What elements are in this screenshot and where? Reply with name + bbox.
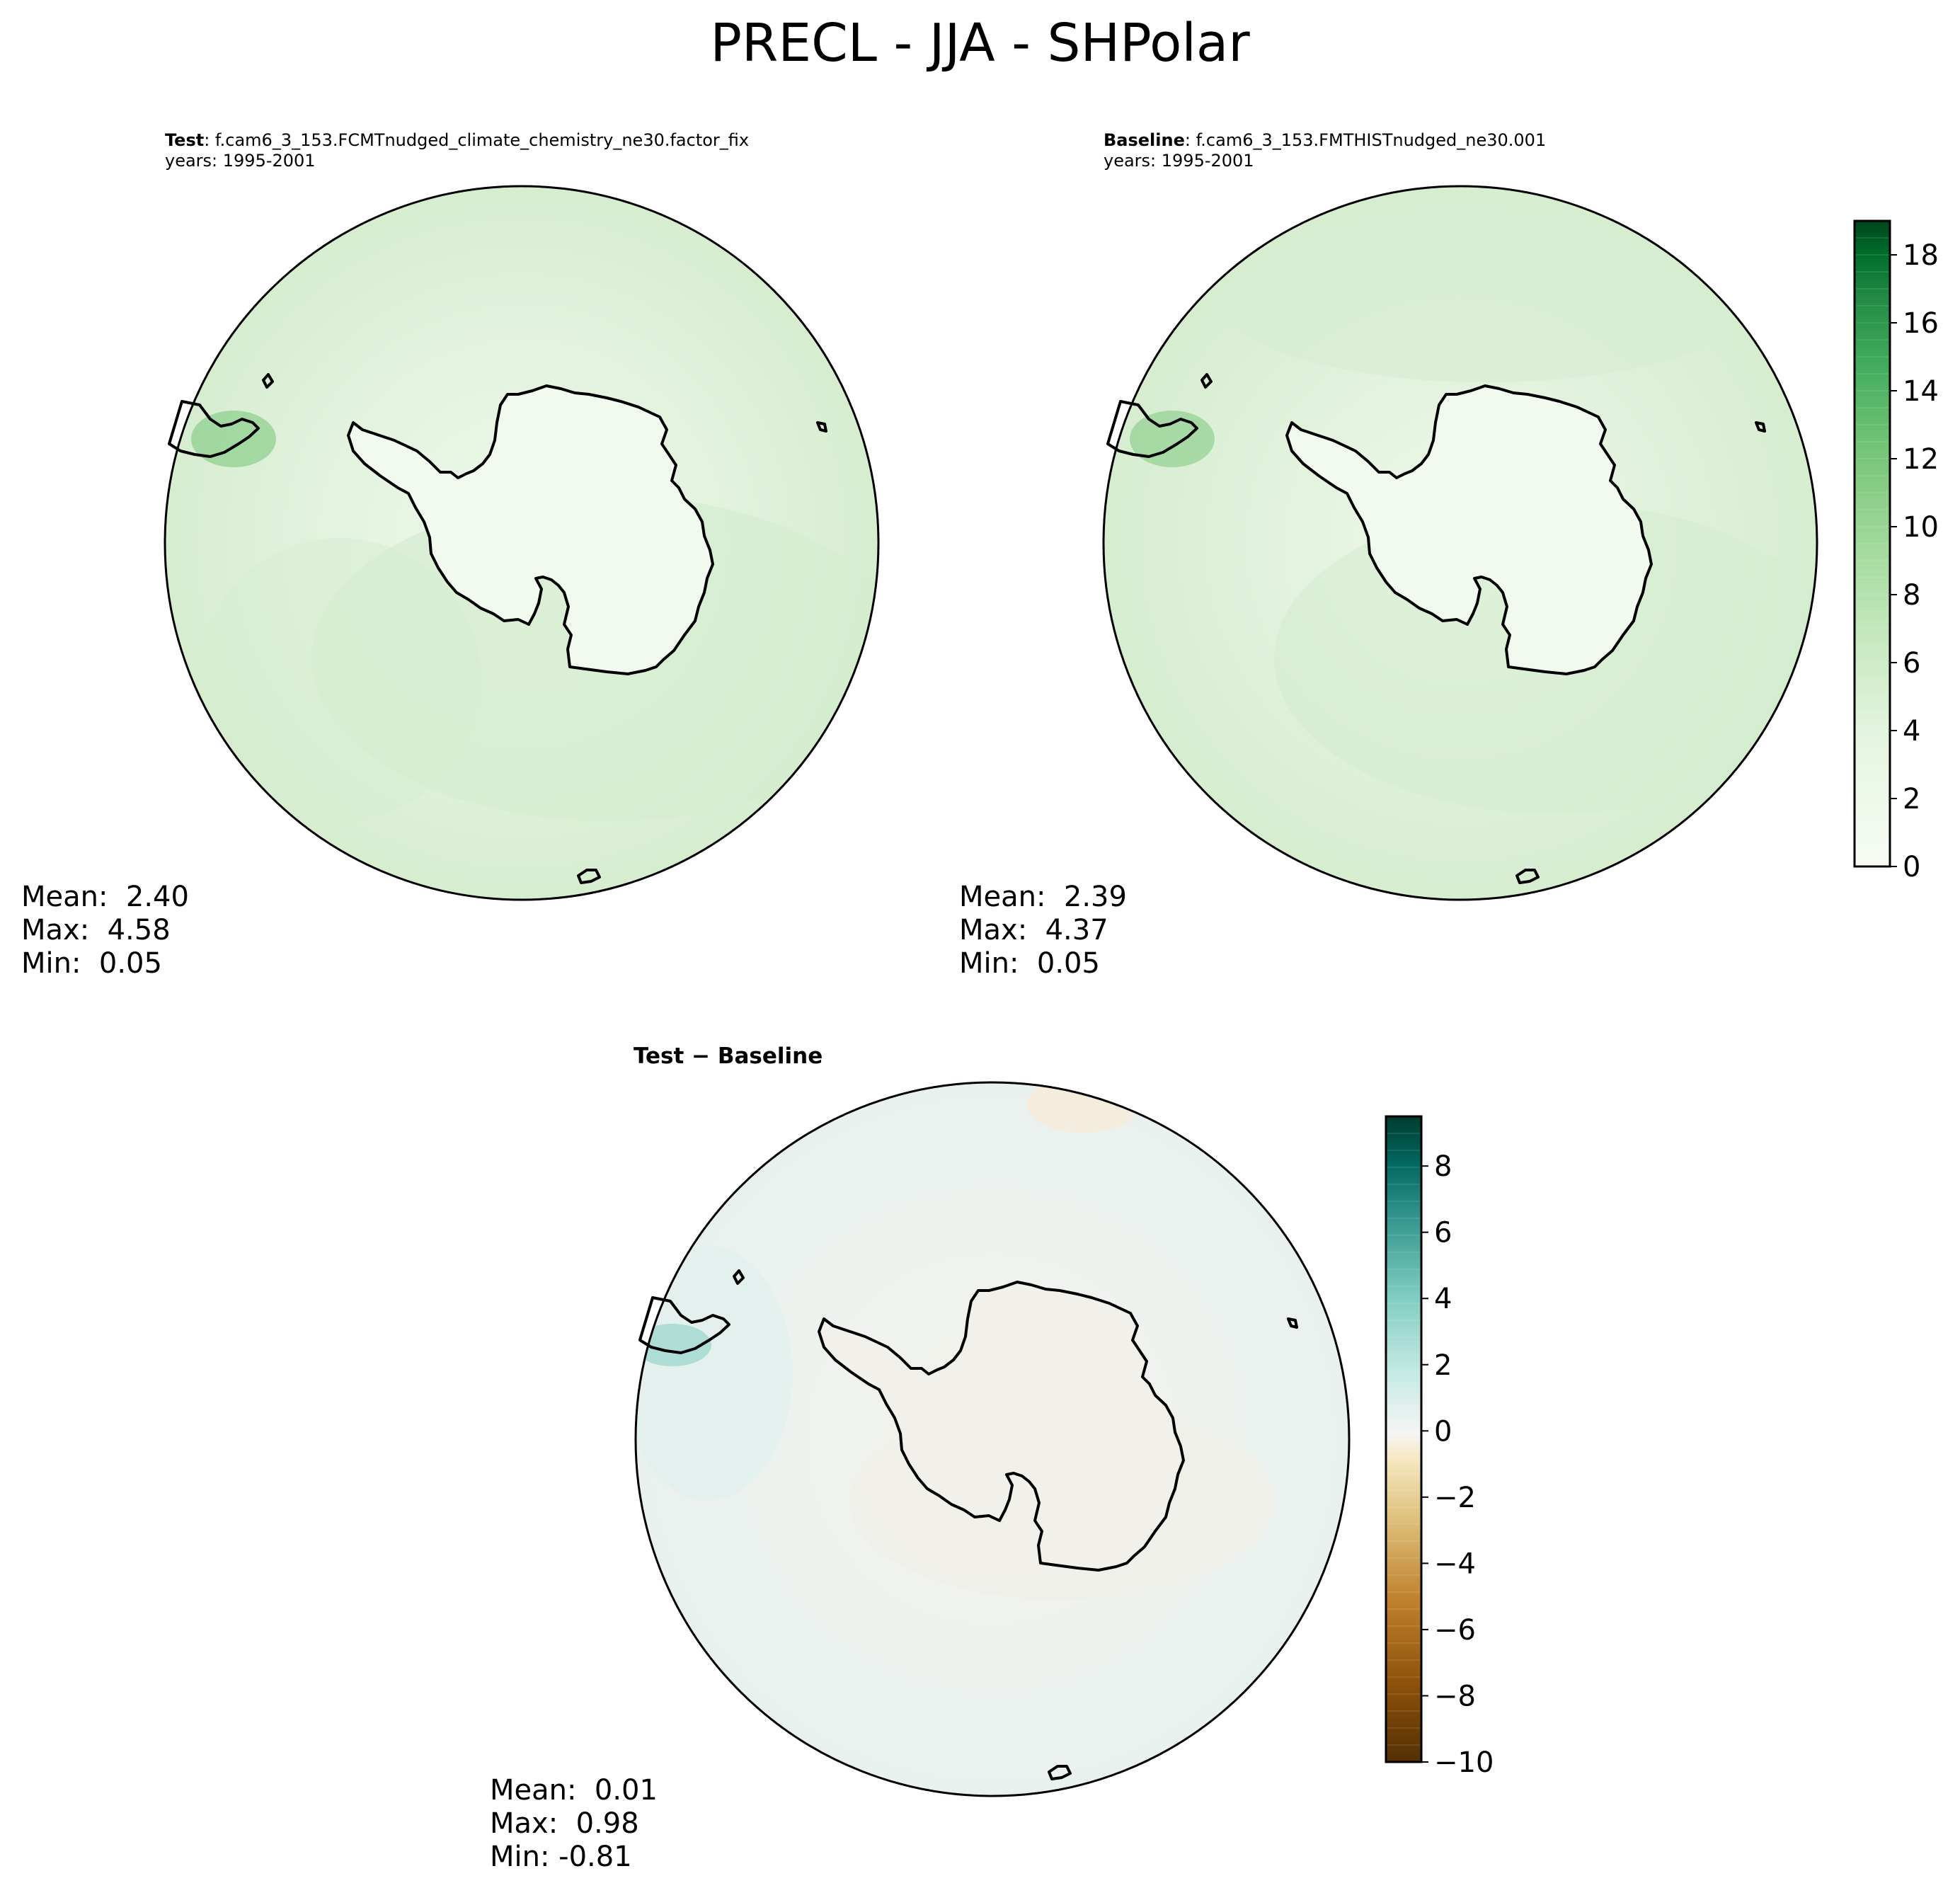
baseline-max: Max: 4.37: [959, 914, 1108, 946]
test-panel-label: Test: f.cam6_3_153.FCMTnudged_climate_ch…: [165, 130, 749, 171]
diff-colorbar-tick-label: 8: [1434, 1150, 1452, 1183]
baseline-min: Min: 0.05: [959, 947, 1100, 980]
diff-stats: Mean: 0.01 Max: 0.98 Min: -0.81: [490, 1774, 658, 1874]
test-min: Min: 0.05: [21, 947, 162, 980]
diff-colorbar-ticks: −10 −8 −6 −4 −2 0 2 4 6 8: [1421, 1150, 1494, 1779]
precip-colorbar-bands: [1855, 237, 1890, 850]
diff-map-boundary: [634, 1081, 1351, 1797]
test-stats: Mean: 2.40 Max: 4.58 Min: 0.05: [21, 881, 189, 980]
test-max: Max: 4.58: [21, 914, 171, 946]
precip-colorbar-tick-label: 6: [1903, 647, 1920, 680]
diff-colorbar-tick-label: −4: [1434, 1547, 1476, 1580]
test-label-bold: Test: [165, 130, 205, 150]
baseline-map: [1102, 185, 1818, 901]
diff-max: Max: 0.98: [490, 1807, 639, 1840]
diff-colorbar-tick-label: −8: [1434, 1680, 1476, 1712]
precip-colorbar: 0 2 4 6 8 10 12 14 16 18: [1853, 219, 1939, 883]
baseline-years: years: 1995-2001: [1104, 151, 1254, 171]
precip-colorbar-tick-label: 4: [1903, 715, 1920, 748]
test-mean: Mean: 2.40: [21, 881, 189, 913]
diff-map: [634, 1081, 1351, 1797]
precip-colorbar-tick-label: 2: [1903, 783, 1920, 816]
precip-colorbar-tick-label: 18: [1903, 239, 1939, 272]
diff-min: Min: -0.81: [490, 1841, 632, 1873]
precip-colorbar-fill: [1855, 221, 1890, 866]
baseline-panel-label: Baseline: f.cam6_3_153.FMTHISTnudged_ne3…: [1104, 130, 1546, 171]
diff-colorbar: −10 −8 −6 −4 −2 0 2 4 6 8: [1385, 1115, 1494, 1779]
diff-colorbar-frame: [1385, 1115, 1423, 1763]
precip-colorbar-tick-label: 12: [1903, 443, 1939, 476]
baseline-mean: Mean: 2.39: [959, 881, 1127, 913]
precip-colorbar-ticks: 0 2 4 6 8 10 12 14 16 18: [1890, 239, 1939, 883]
precip-colorbar-tick-label: 0: [1903, 851, 1920, 883]
precip-colorbar-tick-label: 14: [1903, 375, 1939, 408]
diff-colorbar-tick-label: 2: [1434, 1349, 1452, 1382]
diff-mean: Mean: 0.01: [490, 1774, 658, 1807]
baseline-map-boundary: [1102, 185, 1818, 901]
diff-colorbar-bands: [1386, 1133, 1421, 1746]
diff-colorbar-tick-label: −10: [1434, 1746, 1494, 1779]
precip-colorbar-tick-label: 10: [1903, 511, 1939, 544]
test-map: [164, 185, 880, 901]
precip-colorbar-tick-label: 16: [1903, 307, 1939, 340]
test-years: years: 1995-2001: [165, 151, 316, 171]
figure-title: PRECL - JJA - SHPolar: [710, 13, 1250, 74]
precip-colorbar-tick-label: 8: [1903, 579, 1920, 612]
diff-colorbar-tick-label: 4: [1434, 1283, 1452, 1315]
diff-panel-label: Test − Baseline: [634, 1043, 823, 1069]
baseline-case-name: : f.cam6_3_153.FMTHISTnudged_ne30.001: [1184, 130, 1547, 150]
test-map-boundary: [164, 185, 880, 901]
baseline-label-bold: Baseline: [1104, 130, 1185, 150]
diff-colorbar-tick-label: 0: [1434, 1415, 1452, 1448]
test-case-name: : f.cam6_3_153.FCMTnudged_climate_chemis…: [204, 130, 750, 150]
diff-colorbar-tick-label: 6: [1434, 1217, 1452, 1249]
diff-colorbar-tick-label: −6: [1434, 1614, 1476, 1647]
baseline-stats: Mean: 2.39 Max: 4.37 Min: 0.05: [959, 881, 1127, 980]
diff-colorbar-tick-label: −2: [1434, 1482, 1476, 1514]
precip-colorbar-frame: [1853, 219, 1891, 868]
diff-colorbar-fill: [1386, 1116, 1421, 1762]
